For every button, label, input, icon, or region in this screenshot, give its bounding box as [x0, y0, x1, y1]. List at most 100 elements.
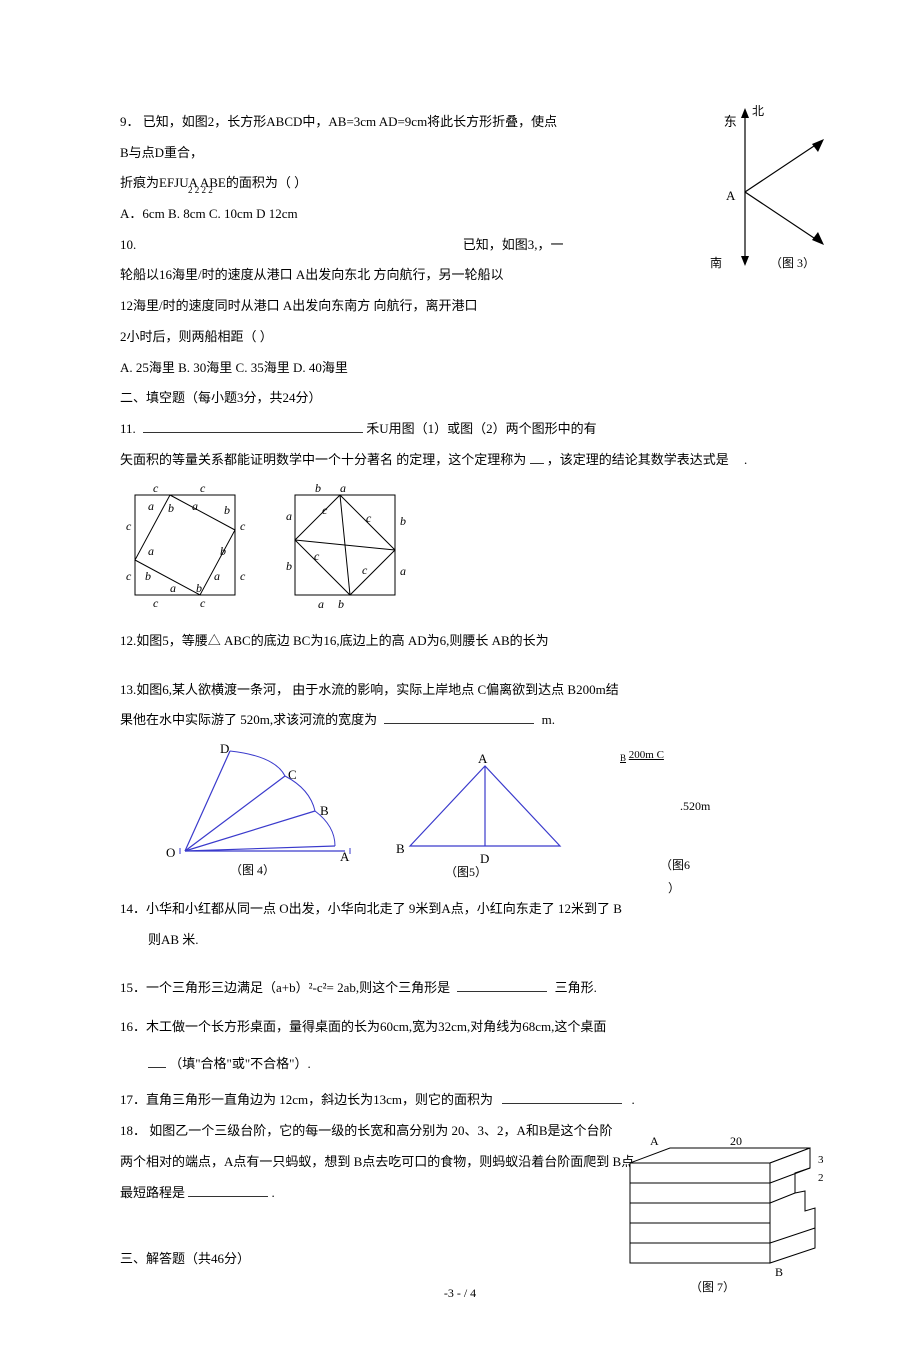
- q11-blank1: [143, 432, 363, 433]
- svg-text:b: b: [168, 501, 174, 515]
- svg-text:a: a: [318, 597, 324, 611]
- q10-text1: 已知，如图3,，一: [463, 237, 564, 252]
- svg-text:2: 2: [818, 1172, 824, 1184]
- pythag-figure-2: b a a b b a a b c c c c: [280, 480, 410, 619]
- svg-text:c: c: [153, 596, 159, 610]
- svg-text:a: a: [340, 481, 346, 495]
- svg-text:c: c: [153, 481, 159, 495]
- q9-opts: A．6cm B. 8cm C. 10cm D 12cm: [120, 206, 298, 221]
- q17-blank: [502, 1103, 622, 1104]
- q18-dot: .: [272, 1185, 275, 1200]
- question-12: 12.如图5，等腰△ ABC的底边 BC为16,底边上的高 AD为6,则腰长 A…: [120, 629, 800, 654]
- svg-text:b: b: [196, 581, 202, 595]
- question-18: 18． 如图乙一个三级台阶，它的每一级的长宽和高分别为 20、3、2，A和B是这…: [120, 1119, 800, 1272]
- svg-text:3: 3: [818, 1154, 824, 1166]
- q13-text2: 果他在水中实际游了 520m,求该河流的宽度为: [120, 712, 377, 727]
- question-13: 13.如图6,某人欲横渡一条河， 由于水流的影响，实际上岸地点 C偏离欲到达点 …: [120, 678, 800, 733]
- figure-6-caption2: ）: [668, 877, 710, 900]
- question-15: 15．一个三角形三边满足（a+b）²-c²= 2ab,则这个三角形是 三角形.: [120, 976, 800, 1001]
- svg-text:20: 20: [730, 1134, 742, 1148]
- q13-blank: [384, 723, 534, 724]
- svg-text:b: b: [224, 503, 230, 517]
- svg-text:（图 7）: （图 7）: [690, 1280, 735, 1294]
- question-14: 14．小华和小红都从同一点 O出发，小华向北走了 9米到A点，小红向东走了 12…: [120, 897, 800, 952]
- fig4-A: A: [340, 845, 349, 870]
- figure-3-caption: （图 3）: [770, 252, 815, 275]
- svg-text:b: b: [145, 569, 151, 583]
- fig4-D: D: [220, 737, 229, 762]
- svg-text:b: b: [220, 544, 226, 558]
- q13-text1: 13.如图6,某人欲横渡一条河， 由于水流的影响，实际上岸地点 C偏离欲到达点 …: [120, 678, 800, 703]
- fig4-O: O: [166, 841, 175, 866]
- q9-superscript: 2 2 2 2: [188, 182, 213, 199]
- q11-num: 11.: [120, 421, 136, 436]
- svg-text:a: a: [214, 569, 220, 583]
- svg-text:a: a: [192, 499, 198, 513]
- q11-text1: 禾U用图（1）或图（2）两个图形中的有: [366, 421, 596, 436]
- q18-text3: 最短路程是: [120, 1185, 185, 1200]
- compass-A: A: [726, 184, 735, 209]
- svg-text:c: c: [362, 563, 368, 577]
- q15-text1: 15．一个三角形三边满足（a+b）²-c²= 2ab,则这个三角形是: [120, 980, 450, 995]
- svg-text:c: c: [200, 481, 206, 495]
- svg-text:c: c: [322, 503, 328, 517]
- figures-4-5-6-row: D C B A O （图 4） A B D （图5） B 200m C .520…: [120, 741, 800, 891]
- q15-blank: [457, 991, 547, 992]
- svg-text:c: c: [126, 519, 132, 533]
- svg-text:c: c: [240, 519, 246, 533]
- q13-unit: m.: [542, 712, 555, 727]
- svg-text:a: a: [148, 544, 154, 558]
- q10-text3: 12海里/时的速度同时从港口 A出发向东南方 向航行，离开港口: [120, 294, 800, 319]
- figure-6-caption: （图6: [660, 858, 690, 872]
- q15-text2: 三角形.: [555, 980, 597, 995]
- svg-text:c: c: [240, 569, 246, 583]
- q11-text2: 矢面积的等量关系都能证明数学中一个十分著名 的定理，这个定理称为: [120, 452, 526, 467]
- q16-text2: （填"合格"或"不合格"）.: [169, 1056, 310, 1071]
- question-17: 17．直角三角形一直角边为 12cm，斜边长为13cm，则它的面积为 .: [120, 1088, 800, 1113]
- fig5-B: B: [396, 837, 405, 862]
- svg-text:a: a: [148, 499, 154, 513]
- q9-text1: 已知，如图2，长方形ABCD中，AB=3cm AD=9cm将此长方形折叠，使点: [143, 114, 557, 129]
- q16-blank: [148, 1067, 166, 1068]
- svg-text:b: b: [315, 481, 321, 495]
- svg-text:A: A: [650, 1134, 659, 1148]
- figure-7-stairs: A 20 3 2 B （图 7）: [590, 1133, 850, 1312]
- compass-south: 南: [710, 252, 722, 275]
- fig6-B: B: [620, 753, 626, 763]
- q11-dot: .: [744, 452, 747, 467]
- q14-text2: 则AB 米.: [148, 928, 800, 953]
- q17-dot: .: [632, 1092, 635, 1107]
- svg-text:a: a: [170, 581, 176, 595]
- q14-text1: 14．小华和小红都从同一点 O出发，小华向北走了 9米到A点，小红向东走了 12…: [120, 897, 800, 922]
- svg-text:c: c: [126, 569, 132, 583]
- pythag-figure-1: c c a b a b c c c c b a a b c c a b: [120, 480, 250, 619]
- pythagoras-figures: c c a b a b c c c c b a a b c c a b b a: [120, 480, 800, 619]
- figure-4: D C B A O （图 4）: [150, 741, 360, 885]
- q17-text1: 17．直角三角形一直角边为 12cm，斜边长为13cm，则它的面积为: [120, 1092, 493, 1107]
- fig4-C: C: [288, 763, 297, 788]
- fig6-side: .520m: [680, 795, 710, 818]
- figure-3-compass: 北 A 南 （图 3）: [690, 102, 860, 272]
- fig5-A: A: [478, 747, 487, 772]
- q10-opts: A. 25海里 B. 30海里 C. 35海里 D. 40海里: [120, 356, 800, 381]
- q9-num: 9．: [120, 114, 140, 129]
- svg-text:a: a: [400, 564, 406, 578]
- svg-text:c: c: [366, 511, 372, 525]
- compass-north: 北: [752, 100, 764, 123]
- svg-text:b: b: [286, 559, 292, 573]
- q10-text4: 2小时后，则两船相距（ ）: [120, 325, 800, 350]
- svg-text:c: c: [200, 596, 206, 610]
- figure-5: A B D （图5）: [390, 751, 580, 880]
- figure-6: B 200m C .520m （图6 ）: [620, 745, 710, 900]
- figure-5-caption: （图5）: [445, 861, 487, 884]
- q18-blank: [188, 1196, 268, 1197]
- q11-blank2: [530, 463, 544, 464]
- fig4-B: B: [320, 799, 329, 824]
- question-9: 9． 已知，如图2，长方形ABCD中，AB=3cm AD=9cm将此长方形折叠，…: [120, 110, 800, 227]
- q10-num: 10.: [120, 237, 136, 252]
- svg-text:B: B: [775, 1265, 783, 1279]
- svg-text:b: b: [400, 514, 406, 528]
- q11-text2b: ，该定理的结论其数学表达式是: [547, 452, 729, 467]
- svg-text:b: b: [338, 597, 344, 611]
- question-16: 16．木工做一个长方形桌面，量得桌面的长为60cm,宽为32cm,对角线为68c…: [120, 1015, 800, 1076]
